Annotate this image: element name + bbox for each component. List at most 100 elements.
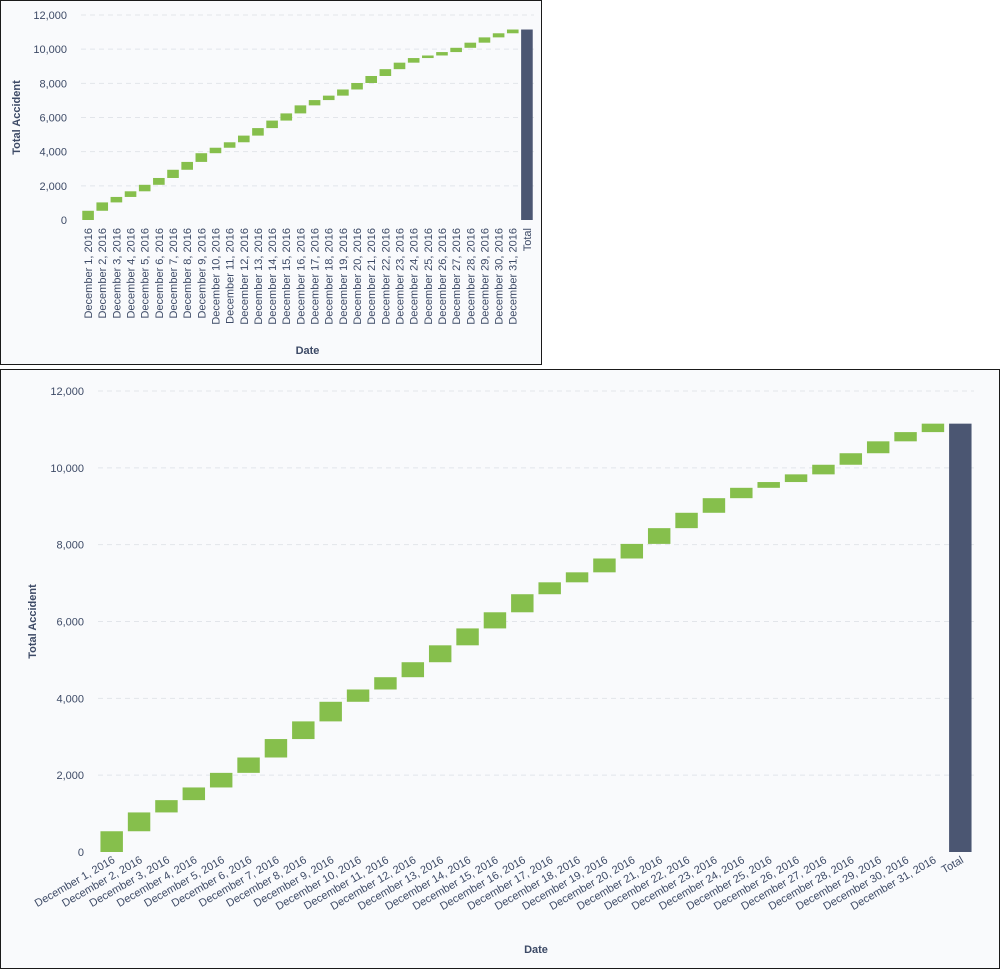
waterfall-bar <box>264 739 288 758</box>
waterfall-bar <box>812 464 835 475</box>
x-tick-label: December 6, 2016 <box>154 228 166 319</box>
x-tick-label: December 30, 2016 <box>494 228 506 325</box>
waterfall-bar <box>492 33 505 38</box>
waterfall-bar <box>757 482 780 488</box>
waterfall-bar <box>124 191 137 197</box>
waterfall-bar <box>237 757 260 773</box>
total-bar <box>521 29 533 221</box>
waterfall-bar <box>223 142 236 148</box>
waterfall-bar <box>365 75 378 83</box>
y-tick-label: 6,000 <box>39 112 67 124</box>
x-tick-label: December 12, 2016 <box>239 228 251 325</box>
waterfall-bar <box>464 42 477 48</box>
x-tick-label: December 9, 2016 <box>196 228 208 318</box>
x-tick-label: December 15, 2016 <box>281 228 293 325</box>
waterfall-bar <box>784 474 808 483</box>
waterfall-bar <box>308 100 321 106</box>
waterfall-bar <box>292 721 315 740</box>
x-tick-label: December 24, 2016 <box>409 228 421 325</box>
y-tick-label: 0 <box>78 847 84 859</box>
waterfall-bar <box>538 582 561 595</box>
waterfall-bar <box>620 543 644 559</box>
waterfall-bar <box>209 772 233 788</box>
waterfall-bar <box>593 558 616 573</box>
x-tick-label: December 29, 2016 <box>479 228 491 325</box>
waterfall-bar <box>894 432 917 442</box>
waterfall-bar <box>167 169 179 178</box>
waterfall-bar <box>266 120 278 129</box>
y-axis-title: Total Accident <box>27 584 39 659</box>
x-tick-label: December 25, 2016 <box>423 228 435 325</box>
waterfall-bar <box>346 689 370 702</box>
waterfall-bar <box>182 787 206 801</box>
x-tick-label: December 4, 2016 <box>126 228 138 319</box>
y-tick-label: 12,000 <box>33 10 67 22</box>
waterfall-bar <box>153 177 165 185</box>
waterfall-chart-top: 0 2,000 4,000 6,000 8,000 10,000 12,000 Decembe… <box>0 0 542 365</box>
x-axis-title: Date <box>524 944 548 956</box>
waterfall-bar <box>436 52 448 56</box>
waterfall-bar <box>374 677 397 690</box>
waterfall-bar <box>921 423 945 433</box>
y-tick-label: 8,000 <box>39 78 67 90</box>
y-axis-title: Total Accident <box>11 80 23 155</box>
y-tick-label: 6,000 <box>56 616 84 628</box>
y-tick-label: 0 <box>61 215 67 227</box>
waterfall-bar <box>511 594 534 613</box>
x-tick-label: December 14, 2016 <box>267 228 279 325</box>
waterfall-bar <box>100 831 123 852</box>
x-tick-label: December 26, 2016 <box>437 228 449 325</box>
waterfall-bar <box>565 572 589 583</box>
waterfall-bar <box>294 105 307 114</box>
x-tick-label: December 31, 2016 <box>508 228 520 325</box>
y-tick-label: 2,000 <box>56 770 84 782</box>
waterfall-bar <box>478 37 491 43</box>
waterfall-bar <box>647 528 671 544</box>
chart-svg-top: 0 2,000 4,000 6,000 8,000 10,000 12,000 Decembe… <box>11 10 534 357</box>
x-tick-label: December 21, 2016 <box>366 228 378 325</box>
waterfall-bar <box>456 628 479 646</box>
x-tick-label: December 2, 2016 <box>97 228 109 319</box>
waterfall-bar <box>209 147 222 154</box>
y-tick-label: 12,000 <box>50 386 84 398</box>
waterfall-chart-bottom: 0 2,000 4,000 6,000 8,000 10,000 12,000 Decembe… <box>0 369 1000 969</box>
waterfall-bar <box>428 645 452 663</box>
chart-svg-bottom: 02,0004,0006,0008,00010,00012,000Decembe… <box>27 386 974 956</box>
waterfall-bar <box>127 812 151 832</box>
waterfall-bar <box>252 128 264 136</box>
waterfall-bar <box>401 662 425 678</box>
x-tick-label: Total <box>522 228 534 251</box>
x-tick-label: December 1, 2016 <box>83 228 95 319</box>
y-tick-label: 10,000 <box>50 463 84 475</box>
x-tick-label: December 3, 2016 <box>111 228 123 319</box>
waterfall-bar <box>138 184 151 192</box>
waterfall-bar <box>730 487 753 499</box>
x-tick-label: December 28, 2016 <box>465 228 477 325</box>
waterfall-bar <box>195 153 208 162</box>
x-tick-label: December 5, 2016 <box>140 228 152 319</box>
waterfall-bar <box>450 47 462 53</box>
waterfall-bar <box>675 512 698 529</box>
waterfall-bar <box>96 202 109 211</box>
waterfall-bar <box>483 612 507 629</box>
x-tick-label: December 11, 2016 <box>225 228 237 324</box>
waterfall-bar <box>866 441 890 454</box>
waterfall-bar <box>351 82 363 90</box>
waterfall-bar <box>702 498 726 513</box>
waterfall-bar <box>422 55 434 59</box>
waterfall-bar <box>839 453 863 465</box>
y-tick-label: 10,000 <box>33 44 67 56</box>
y-tick-label: 8,000 <box>56 540 84 552</box>
waterfall-bar <box>407 58 420 63</box>
x-tick-label: December 7, 2016 <box>168 228 180 318</box>
total-bar <box>949 423 972 852</box>
x-tick-label: Total <box>940 854 966 876</box>
waterfall-bar <box>280 113 293 121</box>
waterfall-bar <box>506 29 519 34</box>
waterfall-bar <box>181 161 193 170</box>
waterfall-bar <box>393 62 406 70</box>
waterfall-bar <box>155 800 178 813</box>
waterfall-bar <box>82 210 94 220</box>
x-tick-label: December 19, 2016 <box>338 228 350 325</box>
x-tick-label: December 16, 2016 <box>295 228 307 325</box>
